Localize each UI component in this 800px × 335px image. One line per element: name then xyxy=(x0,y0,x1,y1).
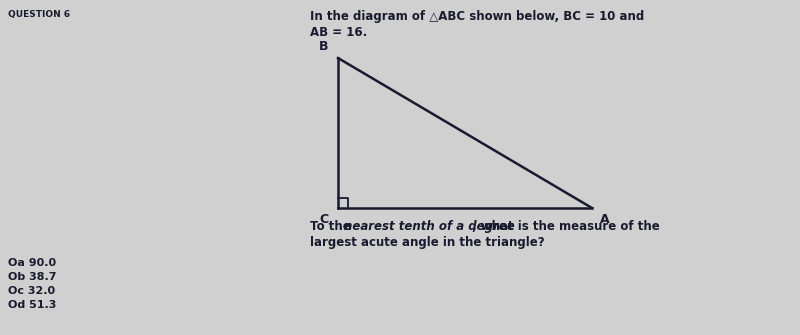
Text: AB = 16.: AB = 16. xyxy=(310,26,367,39)
Text: C: C xyxy=(319,213,328,226)
Text: Od 51.3: Od 51.3 xyxy=(8,300,56,310)
Text: QUESTION 6: QUESTION 6 xyxy=(8,10,70,19)
Text: A: A xyxy=(600,213,610,226)
Text: Ob 38.7: Ob 38.7 xyxy=(8,272,57,282)
Text: nearest tenth of a degree: nearest tenth of a degree xyxy=(344,220,514,233)
Text: , what is the measure of the: , what is the measure of the xyxy=(472,220,660,233)
Text: To the: To the xyxy=(310,220,355,233)
Text: Oa 90.0: Oa 90.0 xyxy=(8,258,56,268)
Text: largest acute angle in the triangle?: largest acute angle in the triangle? xyxy=(310,236,545,249)
Text: B: B xyxy=(318,40,328,53)
Text: In the diagram of △ABC shown below, BC = 10 and: In the diagram of △ABC shown below, BC =… xyxy=(310,10,644,23)
Text: Oc 32.0: Oc 32.0 xyxy=(8,286,55,296)
